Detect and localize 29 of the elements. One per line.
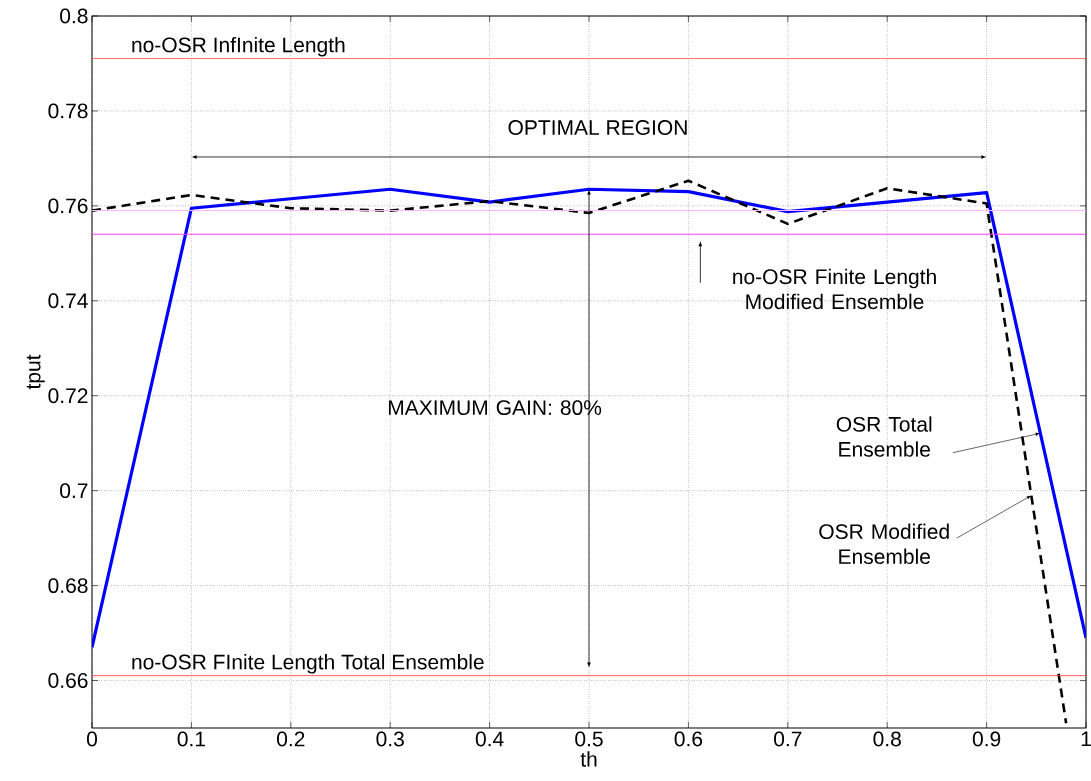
annotation: OSR Total Ensemble [836,416,932,457]
ref-line-label: no-OSR FInite Length Total Ensemble [132,654,484,674]
x-tick-label: 0.6 [674,731,703,747]
y-tick-label: 0.78 [48,103,88,119]
x-tick-label: 0.1 [177,731,205,747]
ref-line-label: no-OSR InfInite Length [132,36,345,57]
x-axis-title: th [580,751,597,767]
x-tick-label: 0 [86,731,98,747]
y-tick-label: 0.8 [60,8,88,24]
y-tick-label: 0.66 [48,673,88,688]
annotation: OSR Modified Ensemble [819,523,949,565]
y-tick-label: 0.72 [48,388,88,404]
x-tick-label: 1 [1081,731,1091,746]
x-tick-label: 0.8 [873,731,901,747]
x-tick-label: 0.4 [475,731,504,747]
x-tick-label: 0.2 [277,731,305,747]
x-tick-label: 0.5 [575,731,603,747]
line-series [92,187,1087,649]
x-tick-label: 0.9 [972,731,1001,747]
y-tick-label: 0.7 [60,483,88,499]
y-tick-label: 0.68 [48,578,88,594]
y-tick-label: 0.76 [48,198,88,214]
annotation: MAXIMUM GAIN: 80% [388,400,602,416]
y-axis-title: tput [26,354,45,390]
annotation: no-OSR Finite Length Modified Ensemble [733,268,936,310]
x-tick-label: 0.7 [774,731,802,747]
y-tick-label: 0.74 [48,293,88,309]
x-tick-label: 0.3 [376,731,404,747]
annotation: OPTIMAL REGION [508,120,687,135]
